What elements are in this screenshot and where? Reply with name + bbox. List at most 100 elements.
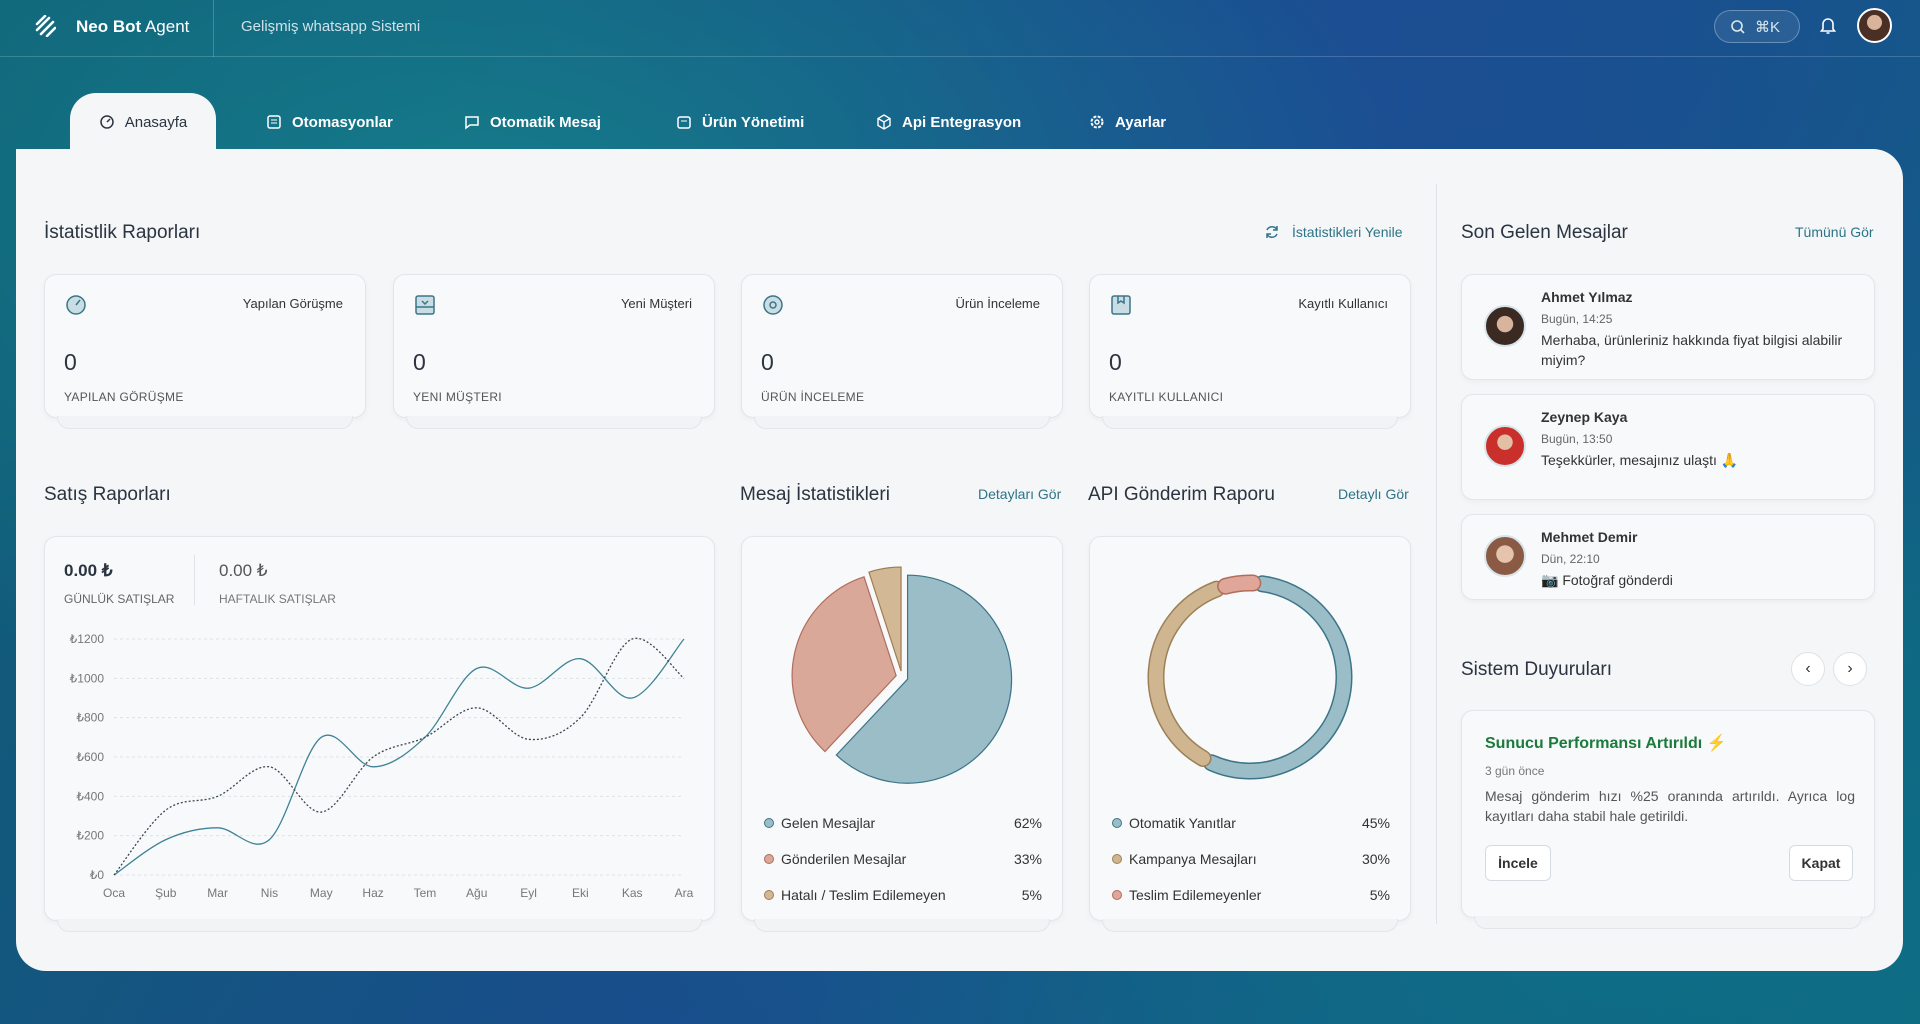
legend-item: Hatalı / Teslim Edilemeyen 5% — [764, 886, 1042, 906]
sales-card: 0.00 ₺ GÜNLÜK SATIŞLAR 0.00 ₺ HAFTALIK S… — [44, 536, 715, 932]
message-sender: Ahmet Yılmaz — [1541, 289, 1633, 305]
x-tick-label: Tem — [414, 886, 437, 900]
x-tick-label: Nis — [261, 886, 278, 900]
message-card[interactable]: Ahmet Yılmaz Bugün, 14:25 Merhaba, ürünler… — [1461, 274, 1875, 380]
pie-slice — [835, 574, 1013, 784]
column-divider — [1436, 184, 1437, 924]
x-tick-label: Şub — [155, 886, 177, 900]
stat-label: Ürün İnceleme — [955, 296, 1040, 311]
tab[interactable]: Ürün Yönetimi — [676, 93, 804, 149]
divider — [194, 555, 195, 605]
legend-label: Teslim Edilemeyenler — [1129, 887, 1262, 903]
y-tick-label: ₺0 — [90, 868, 105, 882]
tab-label: Ürün Yönetimi — [702, 114, 805, 131]
legend-label: Kampanya Mesajları — [1129, 851, 1257, 867]
section-title: Sistem Duyuruları — [1461, 659, 1612, 680]
x-tick-label: Oca — [103, 886, 125, 900]
legend-label: Gelen Mesajlar — [781, 815, 876, 831]
tab[interactable]: Anasayfa — [70, 93, 216, 149]
prev-button[interactable]: ‹ — [1791, 652, 1825, 686]
section-title: Satış Raporları — [44, 484, 171, 505]
details-link[interactable]: Detaylı Gör — [1338, 486, 1409, 502]
message-card[interactable]: Zeynep Kaya Bugün, 13:50 Teşekkürler, mesa… — [1461, 394, 1875, 500]
stat-icon — [66, 295, 86, 315]
announcement-card: Sunucu Performansı Artırıldı ⚡ 3 gün önc… — [1461, 710, 1875, 929]
legend-percent: 5% — [1021, 887, 1042, 903]
sales-chart: ₺0 ₺200 ₺400 ₺600 ₺800 ₺1000 ₺1200 Oca Şub Mar Nis… — [70, 632, 694, 900]
stat-caption: KAYITLI KULLANICI — [1109, 390, 1224, 404]
tab[interactable]: Api Entegrasyon — [876, 93, 1021, 149]
legend-item: Otomatik Yanıtlar 45% — [1112, 814, 1390, 834]
message-text: Teşekkürler, mesajınız ulaştı 🙏 — [1541, 452, 1739, 468]
daily-sales-label: GÜNLÜK SATIŞLAR — [64, 592, 175, 606]
user-avatar[interactable] — [1857, 8, 1892, 43]
stat-icon — [763, 295, 783, 315]
divider — [213, 0, 214, 57]
bell-icon[interactable] — [1819, 16, 1837, 36]
daily-sales-value: 0.00 ₺ — [64, 561, 113, 580]
y-tick-label: ₺1200 — [70, 632, 105, 646]
stat-card: Yeni Müşteri 0 YENI MÜŞTERI — [393, 274, 715, 429]
tab[interactable]: Otomatik Mesaj — [464, 93, 601, 149]
legend-percent: 45% — [1361, 815, 1390, 831]
x-tick-label: Ara — [675, 886, 694, 900]
message-card[interactable]: Mehmet Demir Dün, 22:10 📷 Fotoğraf gönderd… — [1461, 514, 1875, 600]
message-time: Bugün, 13:50 — [1541, 432, 1613, 446]
top-bar — [0, 0, 1920, 57]
legend-label: Hatalı / Teslim Edilemeyen — [781, 887, 946, 903]
x-tick-label: Kas — [622, 886, 643, 900]
x-tick-label: Haz — [362, 886, 383, 900]
tab[interactable]: Otomasyonlar — [266, 93, 393, 149]
legend-item: Teslim Edilemeyenler 5% — [1112, 886, 1390, 906]
stat-caption: ÜRÜN İNCELEME — [761, 390, 865, 404]
tab-label: Ayarlar — [1115, 114, 1167, 131]
y-tick-label: ₺1000 — [70, 671, 105, 685]
stat-icon — [1111, 295, 1131, 315]
tab-label: Otomatik Mesaj — [490, 114, 601, 131]
next-button[interactable]: › — [1833, 652, 1867, 686]
see-all-link[interactable]: Tümünü Gör — [1795, 224, 1874, 240]
brand-bold: Neo Bot — [76, 17, 142, 36]
pie-slice — [791, 576, 897, 753]
message-stats-card: Gelen Mesajlar 62% Gönderilen Mesajlar 33% H… — [741, 536, 1063, 932]
secondary-button[interactable]: Kapat — [1789, 845, 1853, 881]
weekly-sales-value: 0.00 ₺ — [219, 561, 268, 580]
announcement-time: 3 gün önce — [1485, 764, 1545, 778]
stat-icon — [415, 295, 435, 315]
legend-dot — [1112, 854, 1122, 864]
announcement-text: Mesaj gönderim hızı %25 oranında artırıl… — [1485, 788, 1855, 824]
message-time: Bugün, 14:25 — [1541, 312, 1613, 326]
search-button[interactable]: ⌘K — [1714, 10, 1800, 43]
y-tick-label: ₺600 — [76, 750, 104, 764]
stat-card: Yapılan Görüşme 0 YAPILAN GÖRÜŞME — [44, 274, 366, 429]
section-title: API Gönderim Raporu — [1088, 484, 1275, 505]
tab-icon — [877, 114, 891, 130]
legend-label: Gönderilen Mesajlar — [781, 851, 907, 867]
primary-button[interactable]: İncele — [1485, 845, 1551, 881]
legend-item: Kampanya Mesajları 30% — [1112, 850, 1390, 870]
details-link[interactable]: Detayları Gör — [978, 486, 1062, 502]
tab-label: Anasayfa — [124, 114, 188, 131]
legend-percent: 33% — [1013, 851, 1042, 867]
announcement-title: Sunucu Performansı Artırıldı ⚡ — [1485, 735, 1727, 752]
message-avatar — [1484, 305, 1526, 347]
refresh-link[interactable]: İstatistikleri Yenile — [1264, 224, 1403, 240]
stat-value: 0 — [64, 349, 77, 375]
sales-line — [113, 638, 685, 876]
tab-icon — [1090, 115, 1104, 129]
legend-item: Gönderilen Mesajlar 33% — [764, 850, 1042, 870]
subtitle: Gelişmiş whatsapp Sistemi — [241, 18, 421, 35]
legend-dot — [764, 818, 774, 828]
x-tick-label: Eki — [572, 886, 589, 900]
tab-icon — [267, 115, 281, 129]
sales-line — [113, 637, 685, 876]
x-tick-label: Mar — [207, 886, 228, 900]
tab-icon — [465, 116, 479, 130]
message-avatar — [1484, 535, 1526, 577]
logo — [35, 15, 56, 37]
stat-value: 0 — [1109, 349, 1122, 375]
message-time: Dün, 22:10 — [1541, 552, 1600, 566]
tab[interactable]: Ayarlar — [1089, 93, 1166, 149]
weekly-sales-label: HAFTALIK SATIŞLAR — [219, 592, 336, 606]
